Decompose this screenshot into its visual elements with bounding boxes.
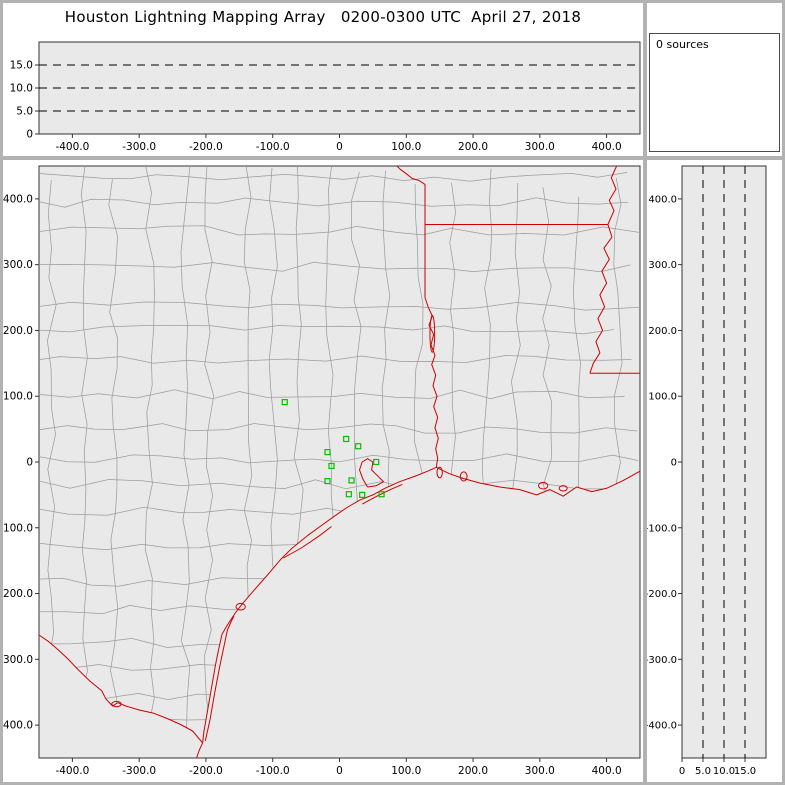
y-tick-label: 100.0	[3, 522, 33, 534]
x-tick-label: 400.0	[592, 765, 622, 777]
grand-lake	[537, 481, 549, 490]
x-tick-label: -200.0	[189, 141, 223, 153]
horizontal-divider	[3, 156, 782, 160]
x-tick-label: 15.0	[734, 766, 756, 777]
x-tick-label: -100.0	[256, 141, 290, 153]
y-tick-label: 400.0	[648, 194, 677, 205]
white-lake	[558, 485, 568, 492]
lma-station-marker	[281, 399, 288, 406]
county-line	[144, 166, 155, 743]
mississippi-river-border	[589, 165, 618, 374]
state-boundaries	[38, 165, 641, 759]
page-title: Houston Lightning Mapping Array 0200-030…	[64, 7, 582, 26]
y-tick-label: 400.0	[3, 720, 33, 732]
altitude-ew-panel: 0 5.0 10.0 15.0 -400.0 -300.0 -200.0 -100.0 0 100…	[10, 41, 641, 153]
lma-station-marker	[328, 462, 335, 470]
x-tick-label: 300.0	[525, 141, 555, 153]
y-tick-label: 100.0	[648, 392, 677, 403]
y-tick-label: 0	[671, 458, 677, 469]
y-tick-label: -300.0	[3, 259, 33, 271]
matagorda-peninsula	[283, 526, 332, 559]
county-line	[180, 166, 191, 743]
x-tick-label: 400.0	[592, 141, 622, 153]
y-tick-label: 5.0	[16, 106, 33, 118]
county-line	[39, 261, 631, 273]
county-line	[39, 301, 640, 311]
x-tick-label: 100.0	[391, 141, 421, 153]
lma-station-marker	[373, 458, 380, 466]
county-line	[39, 325, 614, 335]
coastline	[202, 466, 641, 743]
y-tick-label: -400.0	[647, 721, 677, 732]
plan-view-map-panel: -400.0 400.0 -300.0 300.0 -200.0 200.0 -100.0 1…	[3, 165, 641, 777]
y-tick-label: 300.0	[3, 654, 33, 666]
x-tick-label: 200.0	[458, 141, 488, 153]
y-tick-label: -100.0	[3, 391, 33, 403]
county-line	[77, 166, 88, 743]
lma-station-marker	[355, 443, 362, 450]
x-tick-label: 300.0	[525, 765, 555, 777]
galveston-bay	[359, 458, 385, 488]
x-tick-label: -200.0	[189, 765, 223, 777]
x-tick-label: -300.0	[122, 141, 156, 153]
county-line	[39, 197, 629, 208]
lma-station-marker	[378, 491, 385, 498]
x-tick-label: 100.0	[391, 765, 421, 777]
lma-station-marker	[324, 477, 331, 485]
x-tick-label: -300.0	[122, 765, 156, 777]
lma-station-marker	[348, 477, 355, 484]
y-tick-label: 10.0	[10, 83, 33, 95]
lma-station-marker	[324, 449, 331, 456]
y-tick-label: 0	[26, 457, 33, 469]
red-river-border	[396, 165, 426, 185]
x-tick-label: -400.0	[55, 141, 89, 153]
y-tick-label: 200.0	[3, 588, 33, 600]
y-tick-label: -300.0	[647, 655, 677, 666]
lma-station-marker	[343, 435, 350, 443]
padre-island	[204, 615, 235, 742]
x-tick-label: 0	[679, 766, 685, 777]
y-tick-label: -200.0	[3, 325, 33, 337]
x-tick-label: 5.0	[695, 766, 711, 777]
y-tick-label: 0	[26, 129, 33, 141]
y-tick-label: 300.0	[648, 260, 677, 271]
x-tick-label: 200.0	[458, 765, 488, 777]
source-count-label: 0 sources	[656, 38, 709, 51]
calcasieu-lake	[459, 471, 468, 482]
county-line	[204, 167, 215, 743]
county-line	[108, 179, 119, 743]
lma-station-marker	[345, 491, 352, 498]
county-line	[39, 355, 632, 364]
vertical-divider	[643, 3, 647, 782]
falcon-lake	[111, 700, 122, 708]
ew-dashed-altitude-gridlines	[39, 64, 640, 112]
x-tick-label: -400.0	[55, 765, 89, 777]
y-tick-label: -400.0	[3, 193, 33, 205]
x-tick-label: 0	[336, 765, 343, 777]
y-tick-label: -100.0	[647, 523, 677, 534]
x-tick-label: 10.0	[713, 766, 735, 777]
mexico-coast	[196, 742, 204, 759]
station-markers	[281, 399, 385, 498]
county-line	[39, 172, 628, 182]
lma-station-marker	[359, 491, 366, 498]
ns-dashed-altitude-gridlines	[702, 166, 746, 758]
county-line	[39, 453, 639, 464]
y-tick-label: -200.0	[647, 589, 677, 600]
county-line	[39, 423, 638, 434]
toledo-bend-reservoir	[429, 314, 436, 353]
x-tick-label: -100.0	[256, 765, 290, 777]
source-count-panel: 0 sources	[649, 33, 780, 152]
county-line	[39, 389, 625, 400]
sabine-lake	[436, 466, 443, 479]
sabine-river-border	[424, 297, 439, 468]
altitude-ns-panel: -400.0 -300.0 -200.0 -100.0 0 100.0 200.0 300.0…	[647, 165, 767, 777]
x-tick-label: 0	[336, 141, 343, 153]
county-line	[39, 225, 640, 236]
corpus-christi-bay	[235, 602, 246, 611]
y-tick-label: 15.0	[10, 60, 33, 72]
y-tick-label: 200.0	[648, 326, 677, 337]
